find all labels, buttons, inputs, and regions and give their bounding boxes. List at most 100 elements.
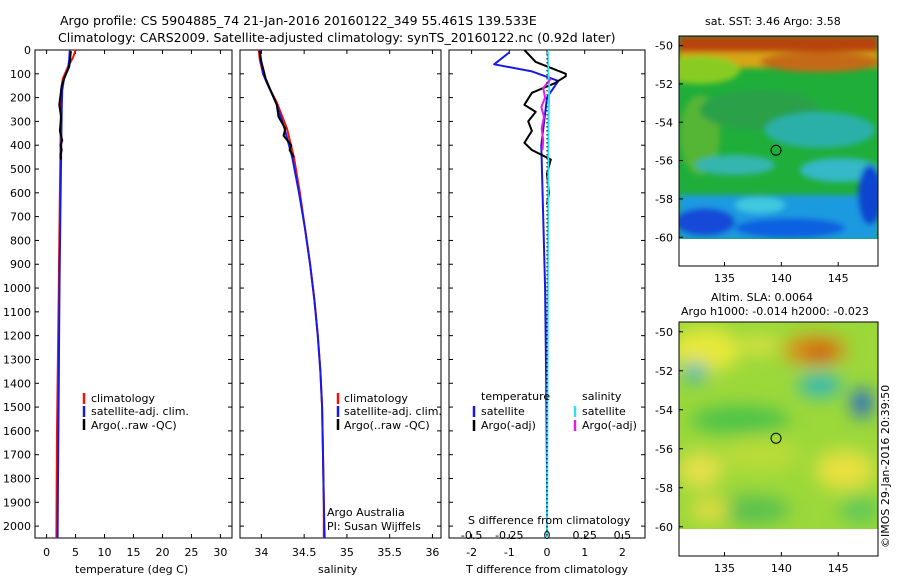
y-tick-label: 900 [10,258,31,271]
map-y-tick-label: -58 [655,482,673,495]
x-tick-label: 35.5 [377,546,402,559]
map-y-tick-label: -60 [655,521,673,534]
y-tick-label: 0 [24,44,31,57]
x-tick-label: 34.5 [292,546,317,559]
top-x-tick-label: 0.5 [614,529,632,542]
temperature-legend: climatology satellite-adj. clim. Argo(..… [82,392,189,432]
x-tick-label: -2 [466,546,477,559]
series-argo-raw-qc [58,51,72,160]
top-x-tick-label: 0 [544,529,551,542]
map-y-tick-label: -54 [655,404,673,417]
x-tick-label: 5 [72,546,79,559]
temperature-xlabel: temperature (deg C) [75,563,188,576]
map-y-tick-label: -50 [655,40,673,53]
y-tick-label: 600 [10,187,31,200]
x-tick-label: 25 [184,546,198,559]
sla-map-title: Altim. SLA: 0.0064 [711,291,813,304]
legend-s-satellite-label: satellite [582,405,626,418]
map-y-tick-label: -60 [655,231,673,244]
x-tick-label: 35 [340,546,354,559]
sla-map-panel: Altim. SLA: 0.0064 Argo h1000: -0.014 h2… [655,291,879,575]
salinity-legend: climatology satellite-adj. clim. Argo(..… [336,392,442,432]
legend-climatology-label: climatology [91,392,155,405]
sst-map-title: sat. SST: 3.46 Argo: 3.58 [705,15,841,28]
legend-t-satellite-label: satellite [481,405,525,418]
y-tick-label: 1300 [3,353,31,366]
legend-satellite-label: satellite-adj. clim. [344,405,442,418]
y-tick-label: 1700 [3,449,31,462]
legend-s-argo-label: Argo(-adj) [582,419,637,432]
map-x-tick-label: 145 [828,272,849,285]
y-tick-label: 1200 [3,330,31,343]
y-tick-label: 1600 [3,425,31,438]
map-y-tick-label: -50 [655,326,673,339]
y-tick-label: 500 [10,163,31,176]
difference-xlabel: T difference from climatology [465,563,628,576]
temperature-axes-frame [34,49,233,539]
sst-heatmap [679,36,878,239]
credit-line1: Argo Australia [327,506,405,519]
imos-timestamp-watermark: ©IMOS 29-Jan-2016 20:39:50 [879,385,892,548]
y-tick-label: 1100 [3,306,31,319]
map-x-tick-label: 140 [771,562,792,575]
sst-map-panel: sat. SST: 3.46 Argo: 3.58 -50 [655,15,879,285]
legend-salinity-title: salinity [582,390,622,403]
x-tick-label: 2 [619,546,626,559]
y-tick-label: 100 [10,68,31,81]
difference-panel: -2 -1 0 1 2 S difference from climatology -0… [448,49,646,576]
y-tick-label: 2000 [3,520,31,533]
difference-legend: temperature salinity satellite Argo(-adj… [472,390,637,432]
y-tick-label: 400 [10,139,31,152]
series-argo-raw-qc [258,51,295,158]
sst-map-frame [678,35,879,267]
x-tick-label: 34 [254,546,268,559]
map-x-tick-label: 135 [714,562,735,575]
sst-land-mask [679,239,878,266]
x-tick-label: -1 [504,546,515,559]
x-tick-label: 0 [544,546,551,559]
legend-climatology-label: climatology [344,392,408,405]
sla-land-mask [679,529,878,556]
argo-location-marker [770,432,782,444]
legend-t-argo-label: Argo(-adj) [481,419,536,432]
map-x-tick-label: 135 [714,272,735,285]
temperature-panel: 0100200300400500600700800900100011001200… [3,44,233,576]
map-y-tick-label: -56 [655,155,673,168]
x-tick-label: 30 [213,546,227,559]
y-tick-label: 1500 [3,401,31,414]
y-tick-label: 800 [10,234,31,247]
top-x-tick-label: 0.25 [572,529,597,542]
map-y-tick-label: -58 [655,193,673,206]
figure-title-line1: Argo profile: CS 5904885_74 21-Jan-2016 … [60,13,537,28]
x-tick-label: 20 [155,546,169,559]
x-tick-label: 15 [127,546,141,559]
map-y-tick-label: -52 [655,365,673,378]
x-tick-label: 10 [98,546,112,559]
y-tick-label: 200 [10,92,31,105]
x-tick-label: 0 [43,546,50,559]
top-x-tick-label: -0.25 [495,529,523,542]
salinity-axes-frame [239,49,442,539]
y-tick-label: 1000 [3,282,31,295]
y-tick-label: 1900 [3,496,31,509]
map-y-tick-label: -52 [655,78,673,91]
salinity-xlabel: salinity [318,563,358,576]
sla-map-subtitle: Argo h1000: -0.014 h2000: -0.023 [681,305,869,318]
legend-satellite-label: satellite-adj. clim. [91,405,189,418]
legend-temperature-title: temperature [481,390,550,403]
difference-top-xlabel: S difference from climatology [468,514,631,527]
y-tick-label: 300 [10,115,31,128]
x-tick-label: 36 [425,546,439,559]
y-tick-label: 1400 [3,377,31,390]
salinity-panel: 34 34.5 35 35.5 36 salinity climatology sate… [239,49,442,576]
argo-location-marker [770,144,782,156]
map-y-tick-label: -54 [655,116,673,129]
legend-argo-label: Argo(..raw -QC) [91,419,177,432]
y-tick-label: 700 [10,211,31,224]
figure-title-line2: Climatology: CARS2009. Satellite-adjuste… [58,30,615,45]
sla-heatmap [679,322,878,529]
legend-argo-label: Argo(..raw -QC) [344,419,430,432]
map-y-tick-label: -56 [655,443,673,456]
map-x-tick-label: 145 [828,562,849,575]
